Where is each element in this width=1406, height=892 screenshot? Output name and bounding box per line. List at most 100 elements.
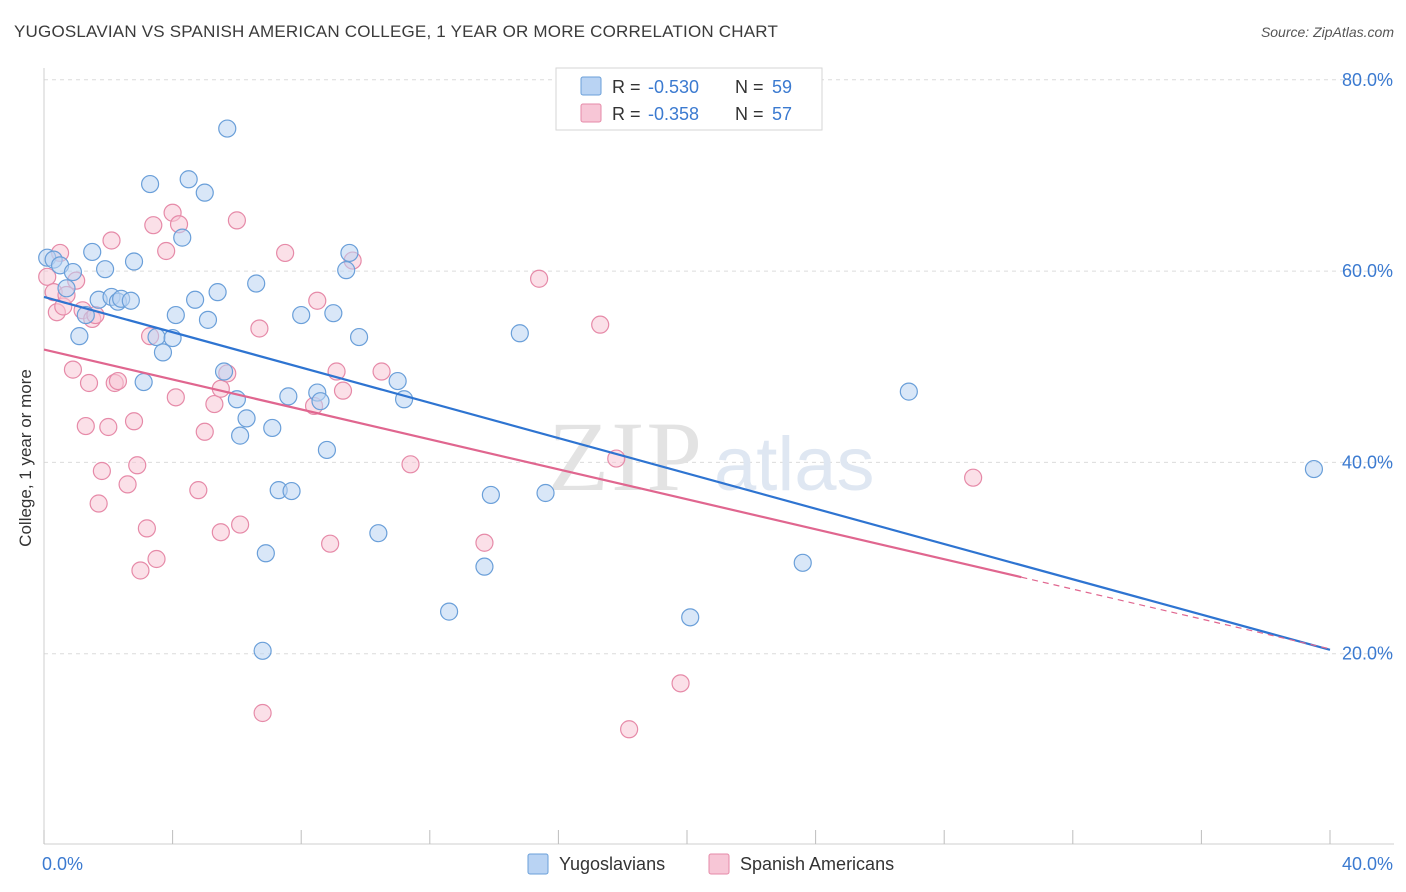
trend-line [43,348,1022,579]
data-point [439,602,459,621]
data-point [189,481,208,500]
data-point [76,416,95,436]
axes [43,68,1394,845]
series-legend: Yugoslavians Spanish Americans [527,853,894,875]
data-point [179,170,198,189]
data-point [157,241,176,261]
trend-line-extension [1021,576,1331,650]
legend-swatch-blue [580,76,602,96]
spanish-americans-points [38,203,983,739]
legend-n-value: 59 [772,77,792,97]
data-point [166,305,185,325]
legend-r-value: -0.358 [648,104,699,124]
legend-swatch-pink [580,103,602,123]
data-point [591,315,610,334]
data-point [282,481,301,501]
data-point [186,290,205,309]
data-point [208,283,227,302]
data-point [173,228,192,247]
data-point [308,291,327,310]
y-tick-label: 40.0% [1342,452,1393,472]
data-point [144,216,163,235]
data-point [536,483,555,503]
data-point [57,279,76,298]
data-point [349,327,369,347]
data-point [124,252,144,271]
legend-r-label: R = [612,104,641,124]
data-point [166,388,185,407]
data-point [205,394,224,414]
data-point [292,305,311,325]
data-point [250,319,269,338]
data-point [79,373,99,393]
data-point [211,523,230,542]
data-point [124,412,144,431]
legend-swatch-yugoslavians [527,853,549,875]
legend-r-value: -0.530 [648,77,699,97]
data-point [317,440,337,460]
data-point [147,549,166,569]
data-point [237,409,256,428]
y-tick-label: 80.0% [1342,70,1393,90]
data-point [401,455,420,474]
y-tick-label: 60.0% [1342,261,1393,281]
legend-r-label: R = [612,77,641,97]
data-point [247,274,266,293]
data-point [102,231,121,250]
legend-item-yugoslavians: Yugoslavians [559,854,665,874]
data-point [256,544,275,563]
data-point [620,720,639,739]
legend-n-label: N = [735,104,764,124]
data-point [134,372,153,392]
gridlines [44,79,1394,655]
data-point [681,608,700,627]
data-point [530,269,549,288]
data-point [231,515,250,534]
data-point [263,418,282,438]
data-point [218,119,237,138]
data-point [195,422,214,441]
data-point [321,534,340,553]
data-point [128,456,147,475]
trend-lines [43,295,1331,651]
data-point [671,674,690,693]
data-point [475,557,494,576]
data-point [38,267,57,286]
data-point [369,524,388,543]
data-point [99,417,118,437]
data-point [83,242,102,262]
data-point [89,494,108,513]
data-point [198,310,218,329]
data-point [231,426,250,445]
data-point [340,243,359,263]
data-point [510,324,529,343]
data-point [137,519,156,538]
legend-swatch-spanish-americans [708,853,730,875]
data-point [276,243,295,263]
legend-item-spanish-americans: Spanish Americans [740,854,894,874]
data-point [324,304,343,323]
data-point [372,362,391,381]
data-point [227,211,246,230]
x-tick-labels: 0.0% 40.0% [42,854,1393,874]
y-tick-labels: 20.0% 40.0% 60.0% 80.0% [1342,70,1393,664]
data-point [76,305,95,325]
data-point [121,291,140,310]
legend-n-value: 57 [772,104,792,124]
data-point [131,561,150,580]
data-point [793,553,812,572]
data-point [388,371,407,391]
data-point [964,468,983,487]
data-point [95,260,115,279]
data-point [333,381,353,400]
chart-title: YUGOSLAVIAN VS SPANISH AMERICAN COLLEGE,… [14,22,779,41]
data-point [63,262,83,282]
x-tick-label: 0.0% [42,854,83,874]
data-point [153,343,173,362]
data-point [475,533,494,552]
data-point [899,382,918,401]
data-point [195,183,214,202]
data-point [214,362,234,381]
data-point [253,703,272,723]
